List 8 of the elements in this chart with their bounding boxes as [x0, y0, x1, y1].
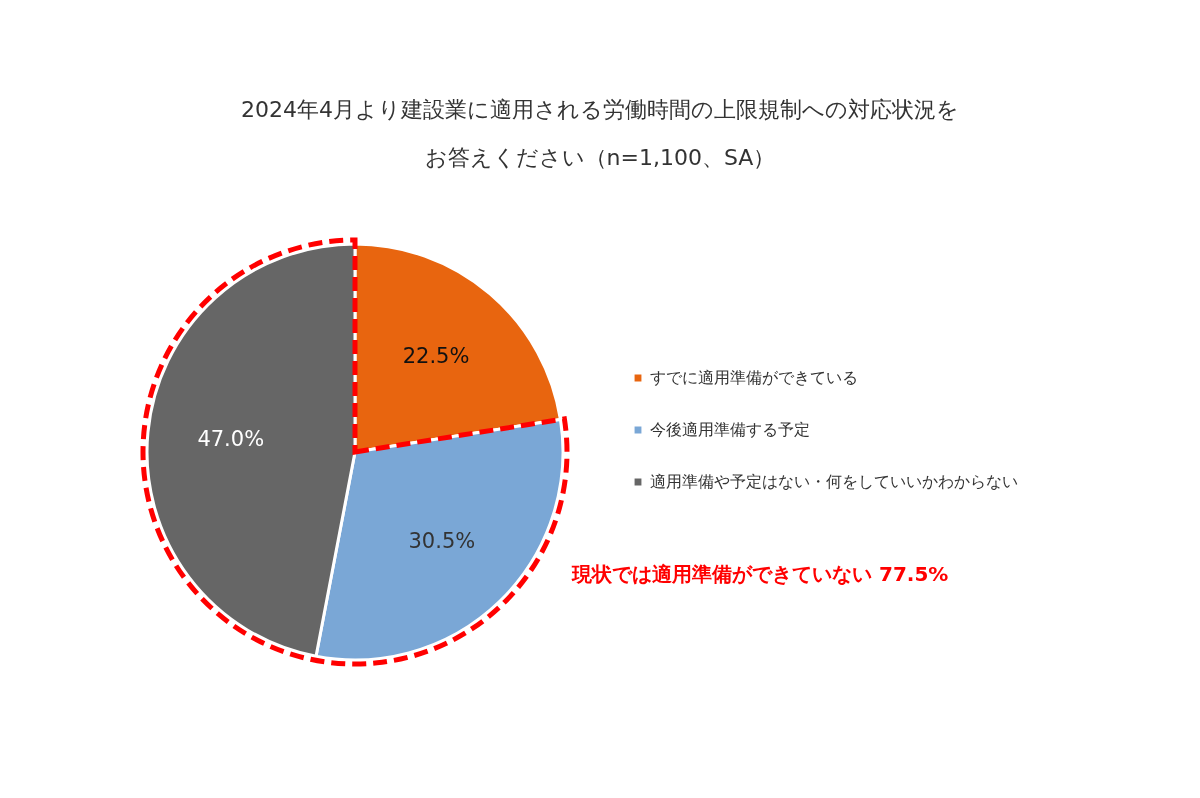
- chart-title: 2024年4月より建設業に適用される労働時間の上限規制への対応状況をお答えください（n=1,100、SA）: [241, 97, 959, 170]
- legend-label: 今後適用準備する予定: [650, 420, 810, 439]
- legend-label: 適用準備や予定はない・何をしていいかわからない: [650, 472, 1018, 491]
- text: 現状では適用準備ができていない 77.5%: [571, 562, 949, 586]
- legend-label: すでに適用準備ができている: [650, 368, 858, 387]
- data-label: 22.5%: [402, 344, 470, 369]
- data-label: 47.0%: [197, 427, 265, 452]
- data-label: 30.5%: [408, 528, 476, 553]
